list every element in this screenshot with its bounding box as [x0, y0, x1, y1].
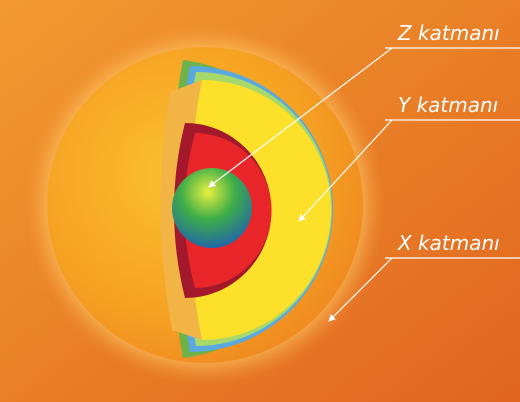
label: X katmanı [397, 231, 500, 255]
label: Z katmanı [397, 21, 500, 45]
z-core [172, 168, 252, 248]
label: Y katmanı [398, 93, 498, 117]
pointer [208, 47, 393, 188]
pointer [328, 257, 393, 322]
pointer [298, 119, 393, 222]
